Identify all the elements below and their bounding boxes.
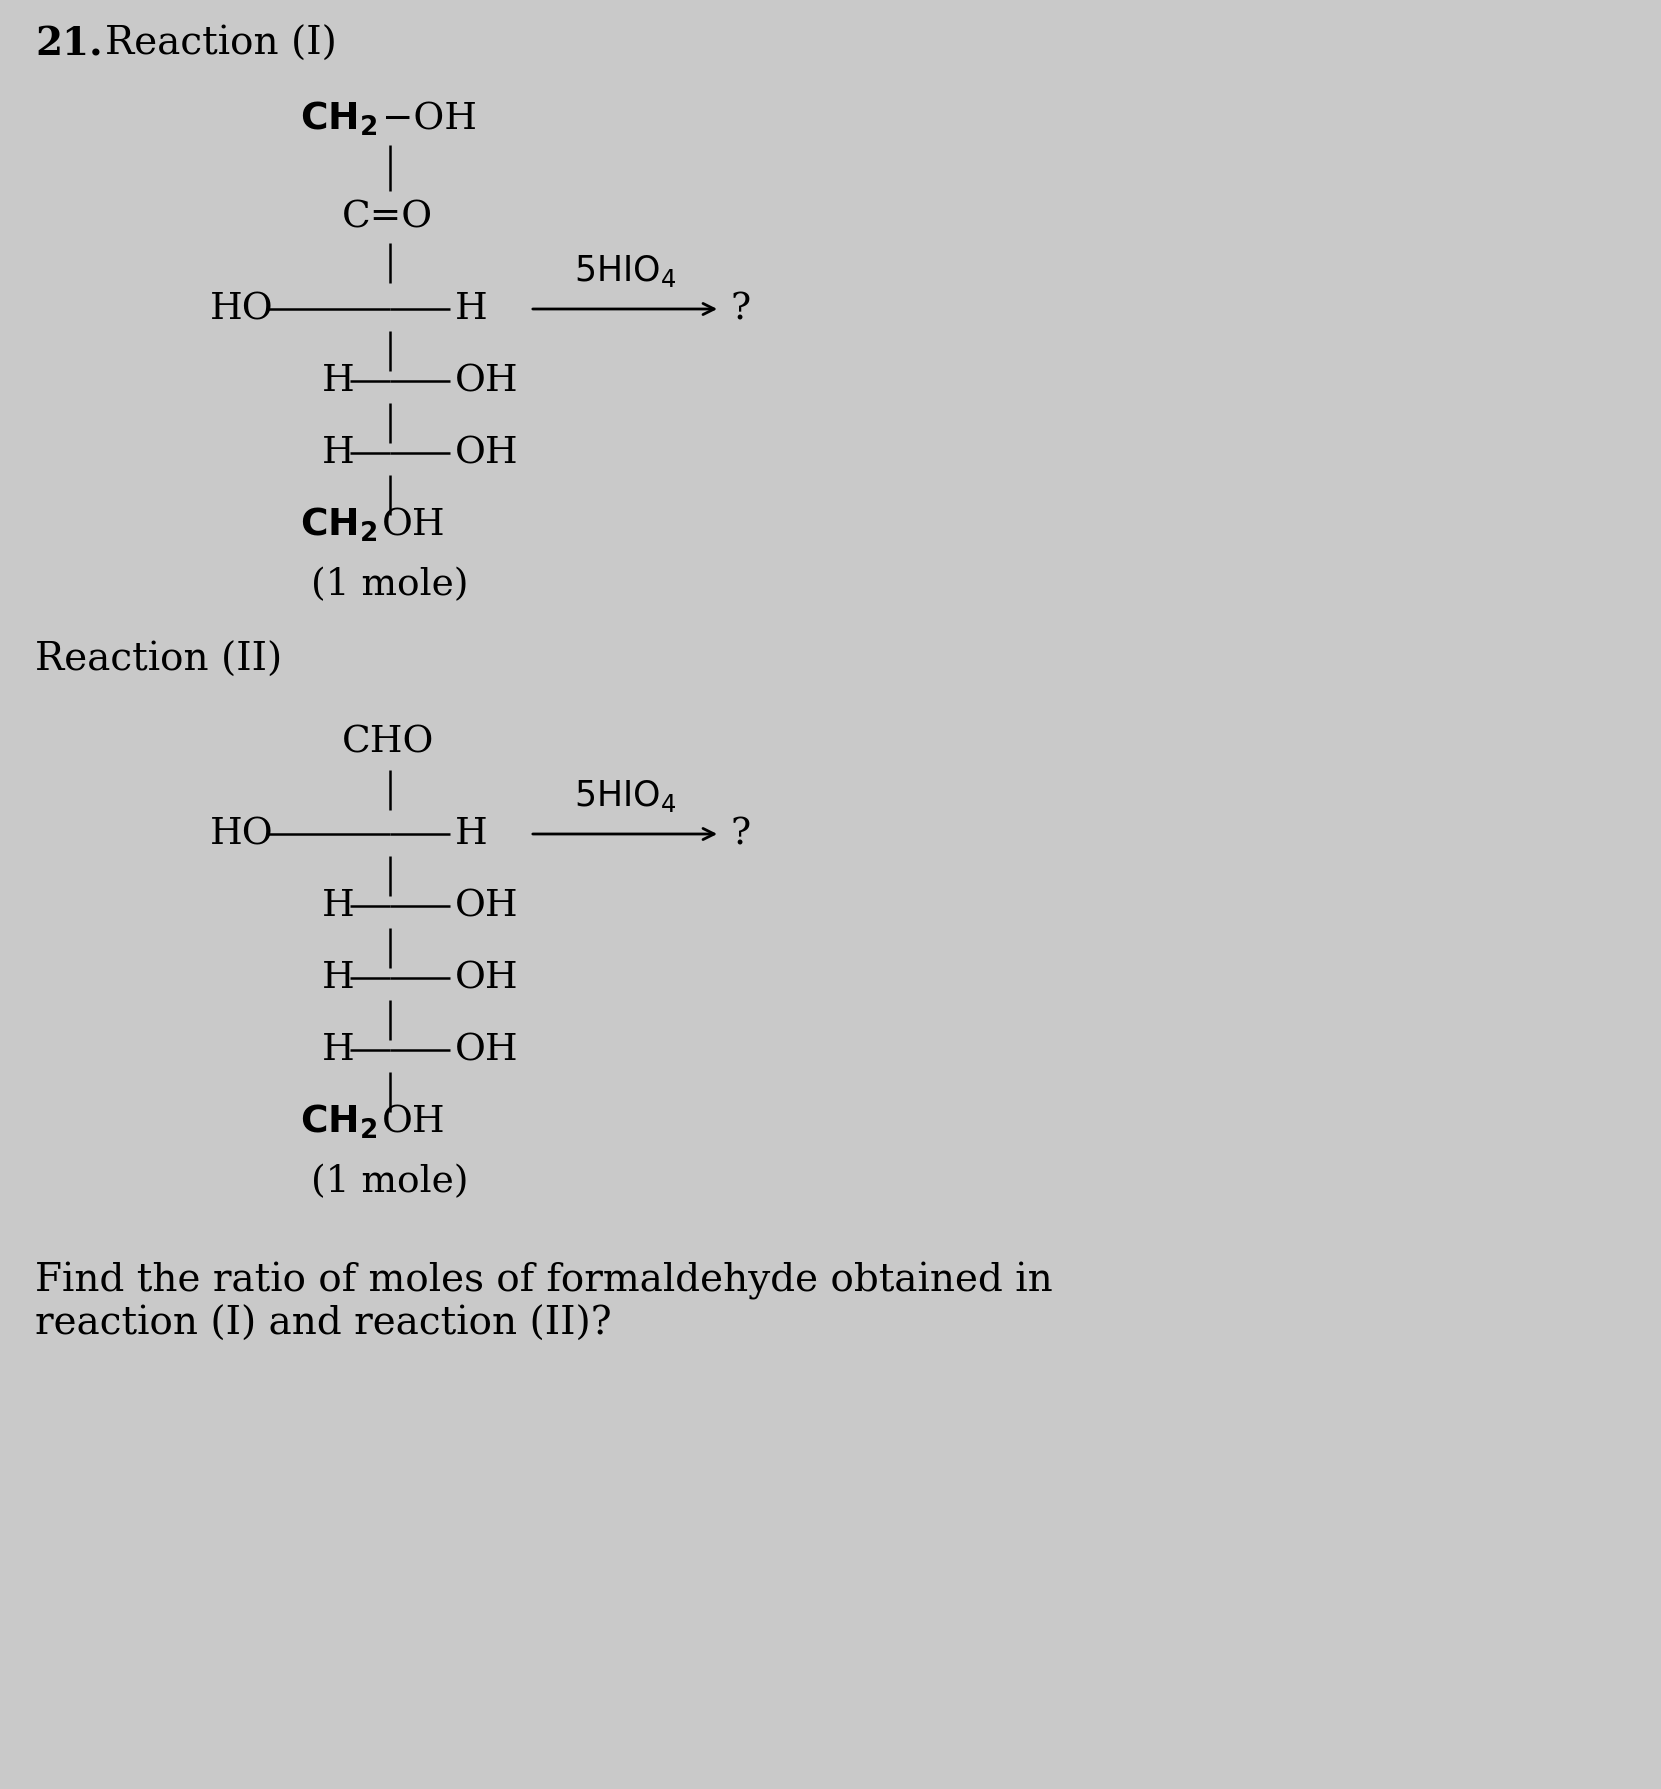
Text: H: H bbox=[322, 961, 355, 996]
Text: OH: OH bbox=[455, 363, 518, 399]
Text: CHO: CHO bbox=[342, 725, 435, 760]
Text: H: H bbox=[322, 363, 355, 399]
Text: $\mathbf{CH_2}$: $\mathbf{CH_2}$ bbox=[301, 506, 377, 544]
Text: H: H bbox=[455, 816, 488, 852]
Text: H: H bbox=[322, 1032, 355, 1068]
Text: OH: OH bbox=[455, 1032, 518, 1068]
Text: OH: OH bbox=[382, 506, 445, 544]
Text: 21.: 21. bbox=[35, 25, 103, 63]
Text: ?: ? bbox=[729, 292, 751, 327]
Text: $\mathbf{CH_2}$: $\mathbf{CH_2}$ bbox=[301, 1102, 377, 1141]
Text: OH: OH bbox=[455, 435, 518, 471]
Text: (1 mole): (1 mole) bbox=[311, 567, 468, 603]
Text: OH: OH bbox=[455, 961, 518, 996]
Text: −OH: −OH bbox=[382, 100, 477, 138]
Text: H: H bbox=[455, 292, 488, 327]
Text: HO: HO bbox=[209, 816, 274, 852]
Text: HO: HO bbox=[209, 292, 274, 327]
Text: OH: OH bbox=[455, 887, 518, 923]
Text: C=O: C=O bbox=[342, 199, 434, 234]
Text: $5\mathrm{HIO_4}$: $5\mathrm{HIO_4}$ bbox=[575, 778, 676, 814]
Text: $\mathbf{CH_2}$: $\mathbf{CH_2}$ bbox=[301, 100, 377, 138]
Text: Reaction (II): Reaction (II) bbox=[35, 642, 282, 678]
Text: $5\mathrm{HIO_4}$: $5\mathrm{HIO_4}$ bbox=[575, 252, 676, 290]
Text: OH: OH bbox=[382, 1104, 445, 1140]
Text: H: H bbox=[322, 887, 355, 923]
Text: ?: ? bbox=[729, 816, 751, 852]
Text: H: H bbox=[322, 435, 355, 471]
Text: Reaction (I): Reaction (I) bbox=[105, 25, 337, 63]
Text: Find the ratio of moles of formaldehyde obtained in
reaction (I) and reaction (I: Find the ratio of moles of formaldehyde … bbox=[35, 1261, 1053, 1344]
Text: (1 mole): (1 mole) bbox=[311, 1165, 468, 1200]
